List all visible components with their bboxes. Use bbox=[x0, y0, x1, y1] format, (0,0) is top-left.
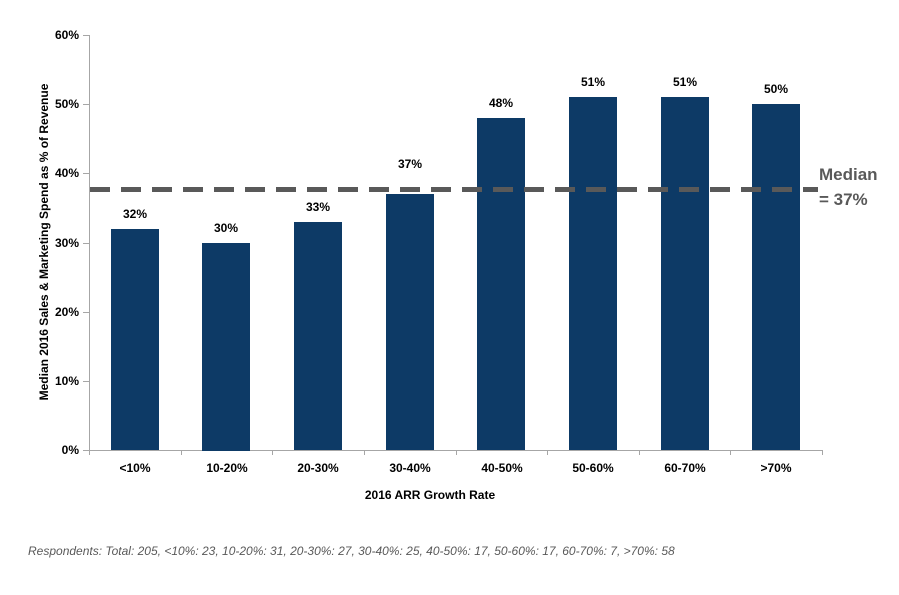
x-tick-label: 50-60% bbox=[572, 461, 614, 475]
bar-value-label: 50% bbox=[763, 82, 789, 96]
y-tick bbox=[83, 173, 89, 174]
bar-2 bbox=[294, 222, 342, 450]
bar-6 bbox=[661, 97, 709, 450]
footnote: Respondents: Total: 205, <10%: 23, 10-20… bbox=[28, 544, 675, 558]
bar-value-label: 51% bbox=[580, 75, 606, 89]
median-annotation-line2: = 37% bbox=[819, 190, 868, 209]
bar-value-label: 33% bbox=[305, 200, 331, 214]
bar-4 bbox=[477, 118, 525, 450]
x-tick bbox=[364, 450, 365, 455]
x-tick bbox=[181, 450, 182, 455]
y-tick-label: 10% bbox=[54, 374, 79, 388]
x-tick bbox=[456, 450, 457, 455]
y-tick bbox=[83, 312, 89, 313]
y-tick-label: 40% bbox=[54, 166, 79, 180]
x-axis-title: 2016 ARR Growth Rate bbox=[364, 488, 496, 502]
y-tick-label: 30% bbox=[54, 236, 79, 250]
y-tick bbox=[83, 381, 89, 382]
x-tick bbox=[547, 450, 548, 455]
y-tick bbox=[83, 104, 89, 105]
y-tick-label: 0% bbox=[61, 443, 79, 457]
bar-value-label: 32% bbox=[122, 207, 148, 221]
x-tick bbox=[822, 450, 823, 455]
y-axis-line bbox=[89, 35, 90, 450]
y-tick-label: 20% bbox=[54, 305, 79, 319]
bar-7 bbox=[752, 104, 800, 450]
y-tick bbox=[83, 35, 89, 36]
bar-1 bbox=[202, 243, 250, 451]
x-tick-label: <10% bbox=[119, 461, 151, 475]
bar-value-label: 48% bbox=[488, 96, 514, 110]
median-annotation: Median = 37% bbox=[819, 162, 899, 212]
x-tick-label: 10-20% bbox=[206, 461, 248, 475]
median-dashed-line bbox=[90, 187, 818, 192]
x-tick bbox=[89, 450, 90, 455]
x-tick-label: 30-40% bbox=[389, 461, 431, 475]
bar-value-label: 51% bbox=[672, 75, 698, 89]
y-tick-label: 50% bbox=[54, 97, 79, 111]
median-annotation-line1: Median bbox=[819, 165, 878, 184]
y-tick bbox=[83, 450, 89, 451]
x-tick-label: >70% bbox=[760, 461, 792, 475]
bar-value-label: 30% bbox=[213, 221, 239, 235]
bar-0 bbox=[111, 229, 159, 450]
x-tick bbox=[730, 450, 731, 455]
x-tick bbox=[272, 450, 273, 455]
bar-value-label: 37% bbox=[397, 157, 423, 171]
bar-3 bbox=[386, 194, 434, 450]
x-tick bbox=[639, 450, 640, 455]
x-tick-label: 60-70% bbox=[664, 461, 706, 475]
x-tick-label: 20-30% bbox=[297, 461, 339, 475]
bar-5 bbox=[569, 97, 617, 450]
x-tick-label: 40-50% bbox=[481, 461, 523, 475]
y-tick-label: 60% bbox=[54, 28, 79, 42]
y-tick bbox=[83, 243, 89, 244]
